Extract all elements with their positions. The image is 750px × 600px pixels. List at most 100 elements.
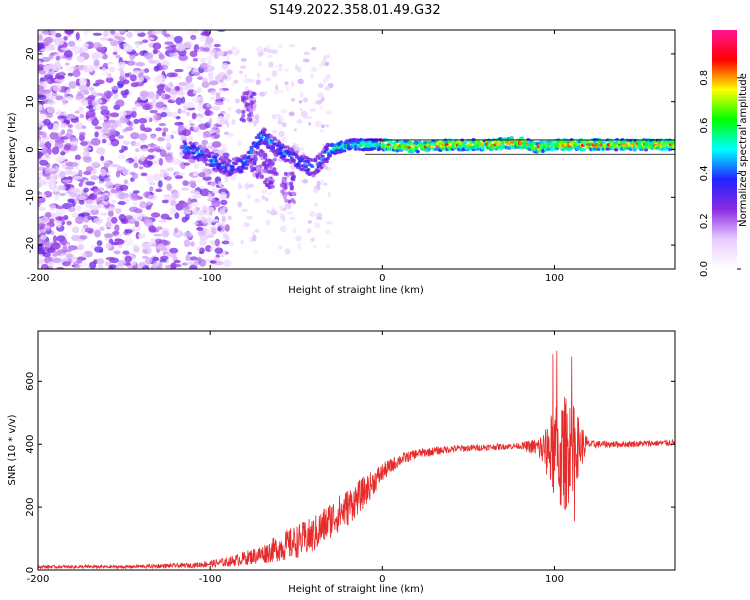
heatmap-cell	[79, 113, 85, 119]
heatmap-cell	[192, 172, 199, 177]
heatmap-cell	[172, 158, 182, 165]
heatmap-cell	[72, 188, 81, 194]
heatmap-cell	[51, 257, 62, 263]
heatmap-ridge-cell	[662, 143, 667, 147]
heatmap-cell	[63, 35, 68, 41]
spectrogram-heatmap	[38, 30, 675, 269]
heatmap-cell	[198, 172, 206, 178]
heatmap-cell	[66, 220, 72, 226]
heatmap-cell	[103, 126, 108, 134]
heatmap-cell	[125, 229, 133, 234]
heatmap-cell	[255, 46, 263, 53]
heatmap-cell	[243, 77, 250, 84]
heatmap-cell	[224, 234, 230, 241]
heatmap-cell	[227, 132, 234, 137]
heatmap-cell	[271, 114, 277, 120]
heatmap-cell	[144, 257, 153, 265]
heatmap-cell	[278, 63, 283, 68]
heatmap-cell	[84, 227, 94, 233]
heatmap-cell	[226, 69, 233, 75]
heatmap-cell	[101, 49, 107, 55]
heatmap-cell	[85, 166, 94, 172]
heatmap-cell	[252, 161, 257, 166]
heatmap-cell	[217, 50, 225, 56]
heatmap-cell	[58, 37, 65, 45]
heatmap-cell	[105, 261, 111, 267]
heatmap-cell	[51, 173, 61, 179]
heatmap-cell	[117, 67, 124, 72]
heatmap-cell	[266, 54, 273, 59]
heatmap-cell	[71, 200, 76, 208]
heatmap-cell	[290, 176, 295, 181]
heatmap-cell	[168, 253, 177, 258]
heatmap-cell	[249, 108, 254, 113]
heatmap-cell	[162, 127, 169, 133]
heatmap-ridge-cell	[346, 142, 351, 146]
heatmap-ridge-cell	[427, 147, 432, 151]
heatmap-ridge-cell	[644, 148, 649, 152]
heatmap-cell	[55, 166, 60, 173]
heatmap-cell	[247, 78, 255, 83]
heatmap-cell	[199, 188, 210, 197]
heatmap-cell	[51, 146, 60, 155]
heatmap-cell	[107, 61, 113, 65]
heatmap-cell	[103, 162, 110, 168]
heatmap-cell	[284, 68, 289, 72]
heatmap-cell	[115, 54, 121, 59]
heatmap-cell	[67, 124, 73, 128]
heatmap-cell	[96, 258, 105, 265]
heatmap-cell	[325, 229, 330, 234]
heatmap-cell	[147, 160, 153, 166]
heatmap-cell	[55, 220, 63, 224]
heatmap-cell	[165, 142, 172, 151]
heatmap-cell	[275, 84, 279, 91]
heatmap-cell	[147, 242, 157, 248]
heatmap-cell	[74, 154, 81, 161]
heatmap-cell	[260, 150, 265, 155]
heatmap-cell	[136, 78, 142, 83]
heatmap-cell	[287, 191, 292, 196]
heatmap-cell	[316, 180, 321, 187]
heatmap-cell	[117, 201, 126, 206]
heatmap-cell	[98, 116, 107, 121]
heatmap-ridge-cell	[294, 150, 299, 154]
colorbar-ticks: 0.0 0.2 0.4 0.6 0.8	[699, 70, 741, 277]
heatmap-cell	[93, 59, 100, 67]
heatmap-cell	[264, 197, 269, 202]
heatmap-cell	[219, 195, 226, 200]
heatmap-cell	[182, 180, 189, 186]
heatmap-cell	[111, 199, 116, 204]
heatmap-ridge-cell	[327, 154, 332, 158]
heatmap-cell	[108, 210, 114, 217]
heatmap-cell	[208, 211, 213, 216]
heatmap-cell	[210, 90, 217, 96]
heatmap-cell	[252, 249, 259, 255]
heatmap-cell	[264, 158, 269, 163]
heatmap-cell	[115, 170, 121, 178]
heatmap-cell	[202, 176, 212, 181]
heatmap-ridge-cell	[194, 141, 199, 146]
heatmap-cell	[75, 166, 80, 171]
heatmap-cell	[197, 96, 202, 101]
heatmap-cell	[315, 212, 323, 218]
heatmap-ridge-cell	[520, 136, 525, 140]
heatmap-cell	[77, 65, 84, 72]
heatmap-cell	[63, 215, 69, 220]
heatmap-cell	[255, 79, 261, 85]
heatmap-cell	[254, 114, 260, 120]
heatmap-cell	[42, 38, 50, 46]
heatmap-cell	[114, 35, 120, 40]
heatmap-cell	[121, 145, 126, 153]
heatmap-cell	[201, 219, 208, 224]
colorbar-label: Normalized spectral amplitude	[738, 73, 749, 227]
heatmap-cell	[281, 122, 287, 128]
heatmap-cell	[80, 212, 91, 217]
heatmap-cell	[38, 104, 43, 111]
heatmap-cell	[85, 181, 96, 186]
heatmap-cell	[72, 69, 81, 78]
heatmap-cell	[181, 110, 186, 114]
heatmap-cell	[287, 199, 292, 204]
heatmap-cell	[138, 133, 148, 141]
heatmap-cell	[324, 85, 331, 91]
heatmap-ridge-cell	[389, 141, 394, 145]
